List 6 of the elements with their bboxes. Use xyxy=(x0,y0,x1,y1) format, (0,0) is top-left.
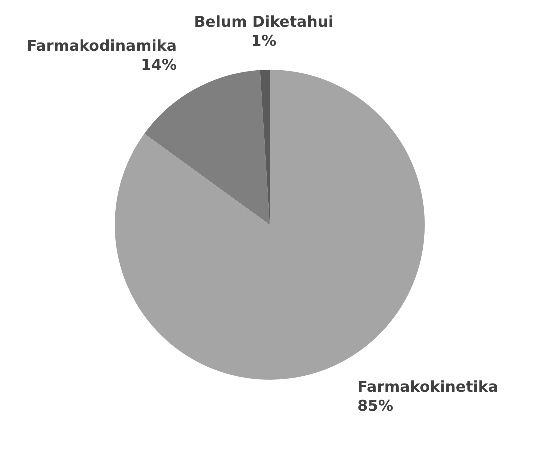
data-label: 1% xyxy=(251,32,277,50)
slice-label: Farmakodinamika xyxy=(26,36,178,55)
data-label: 85% xyxy=(358,396,394,415)
slice-label: Farmakokinetika xyxy=(358,378,499,396)
data-label: 14% xyxy=(141,56,178,74)
slice-label: Belum Diketahui xyxy=(194,12,334,31)
